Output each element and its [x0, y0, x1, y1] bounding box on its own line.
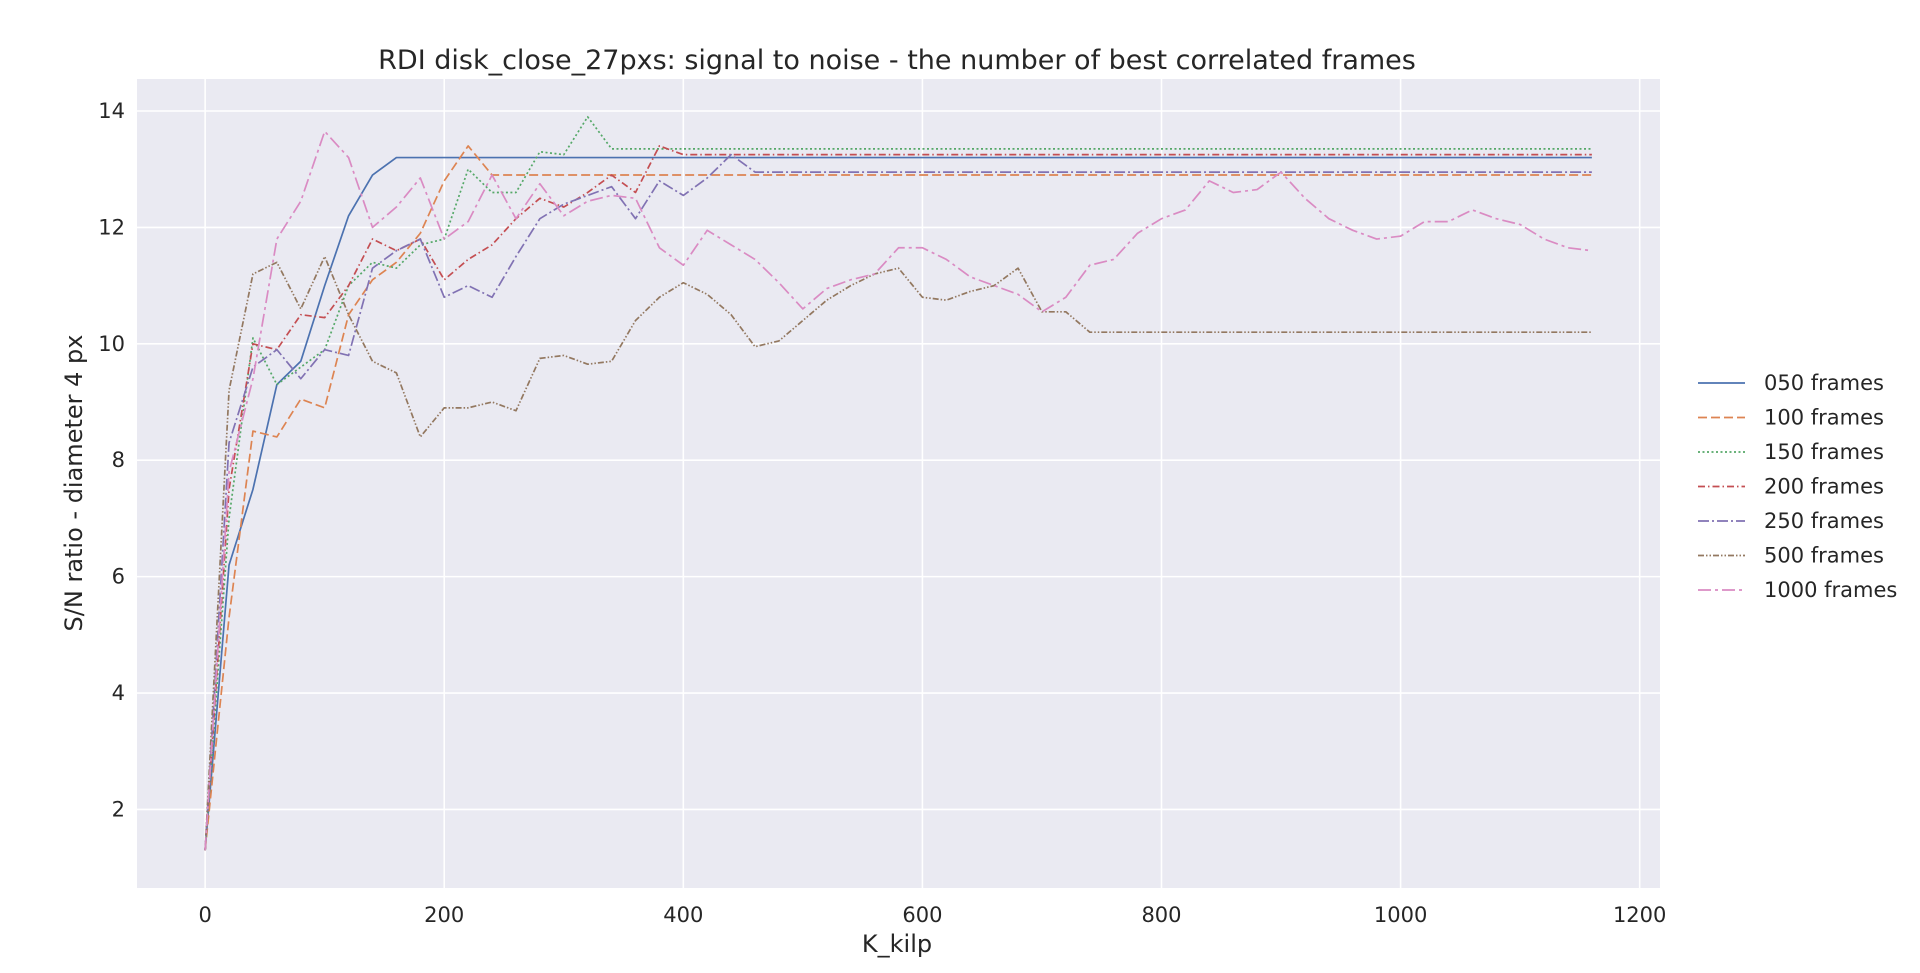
y-axis-label: S/N ratio - diameter 4 px	[60, 335, 88, 632]
x-tick-label: 1000	[1374, 903, 1427, 927]
y-tick-label: 14	[98, 99, 125, 123]
y-tick-label: 2	[112, 797, 125, 821]
x-tick-label: 0	[198, 903, 211, 927]
legend-label-7: 1000 frames	[1764, 578, 1897, 602]
legend-label-2: 100 frames	[1764, 406, 1884, 430]
series-line-4	[204, 145, 1592, 851]
plot-area: 0 200 400 600 800 1000 1200 2 4 6 8 10 12 14	[98, 79, 1666, 927]
y-tick-label: 12	[98, 215, 125, 239]
series-line-3	[204, 115, 1592, 851]
series-line-1	[204, 156, 1592, 851]
legend-label-3: 150 frames	[1764, 440, 1884, 464]
y-tick-label: 6	[112, 565, 125, 589]
legend-label-4: 200 frames	[1764, 475, 1884, 499]
x-tick-label: 400	[663, 903, 703, 927]
x-axis-label: K_kilp	[862, 930, 932, 958]
y-tick-label: 10	[98, 332, 125, 356]
series-line-5	[204, 153, 1592, 851]
series-line-6	[204, 255, 1592, 851]
x-tick-label: 800	[1141, 903, 1181, 927]
y-tick-label: 4	[112, 681, 125, 705]
y-tick-label: 8	[112, 448, 125, 472]
series-line-7	[204, 130, 1592, 851]
legend: 050 frames 100 frames 150 frames 200 frames…	[1698, 371, 1897, 602]
legend-label-1: 050 frames	[1764, 371, 1884, 395]
chart-title: RDI disk_close_27pxs: signal to noise - …	[378, 45, 1416, 76]
legend-label-5: 250 frames	[1764, 509, 1884, 533]
x-tick-label: 1200	[1613, 903, 1666, 927]
x-tick-label: 200	[424, 903, 464, 927]
plot-background	[137, 79, 1660, 888]
x-tick-label: 600	[902, 903, 942, 927]
series-line-2	[204, 145, 1592, 851]
legend-label-6: 500 frames	[1764, 544, 1884, 568]
